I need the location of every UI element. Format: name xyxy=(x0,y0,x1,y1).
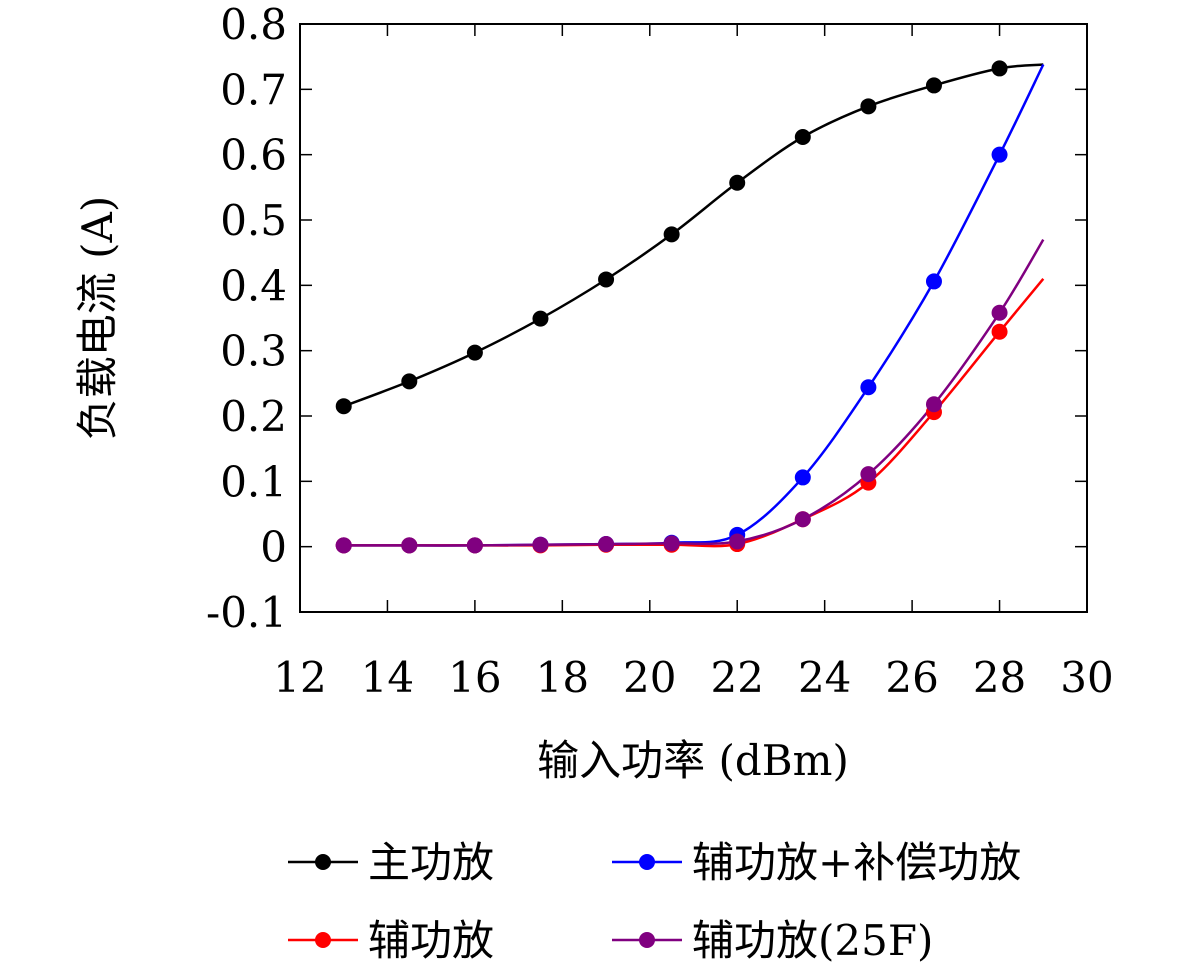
data-point-series-0 xyxy=(532,310,549,327)
data-point-series-0 xyxy=(794,129,811,146)
y-tick-labels: -0.1 0 0.1 0.2 0.3 0.4 0.5 0.6 0.7 0.8 xyxy=(206,0,287,637)
data-point-series-3 xyxy=(401,537,418,554)
x-tick-label: 22 xyxy=(710,653,763,702)
legend-label: 辅功放 xyxy=(368,916,494,965)
data-point-series-3 xyxy=(598,536,615,553)
tick-marks xyxy=(299,23,1088,613)
x-axis-title: 输入功率 (dBm) xyxy=(537,736,849,785)
series-curves xyxy=(343,63,1045,548)
data-point-series-1 xyxy=(794,469,811,486)
x-tick-label: 12 xyxy=(273,653,326,702)
y-tick-label: 0.2 xyxy=(220,392,287,441)
data-point-series-3 xyxy=(991,304,1008,321)
legend-marker xyxy=(639,932,655,948)
data-point-series-3 xyxy=(794,511,811,528)
data-point-series-3 xyxy=(335,537,352,554)
legend-marker xyxy=(639,854,655,870)
x-tick-label: 24 xyxy=(798,653,851,702)
data-point-series-3 xyxy=(532,536,549,553)
y-axis-title: 负载电流 (A) xyxy=(73,196,122,440)
data-point-series-3 xyxy=(925,396,942,413)
x-tick-labels: 12 14 16 18 20 22 24 26 28 30 xyxy=(273,653,1113,702)
data-point-series-0 xyxy=(335,398,352,415)
series-points xyxy=(335,60,1008,554)
y-tick-label: 0.1 xyxy=(220,457,287,506)
y-tick-label: -0.1 xyxy=(206,588,287,637)
x-tick-label: 28 xyxy=(973,653,1026,702)
y-tick-label: 0.7 xyxy=(220,65,287,114)
y-tick-label: 0.3 xyxy=(220,327,287,376)
legend-label: 辅功放(25F) xyxy=(692,916,933,965)
legend-marker xyxy=(315,932,331,948)
data-point-series-0 xyxy=(598,271,615,288)
x-tick-label: 16 xyxy=(448,653,501,702)
legend-marker xyxy=(315,854,331,870)
x-tick-label: 14 xyxy=(361,653,414,702)
data-point-series-3 xyxy=(729,533,746,550)
legend-label: 主功放 xyxy=(368,838,494,887)
data-point-series-1 xyxy=(860,379,877,396)
data-point-series-1 xyxy=(925,273,942,290)
series-line-1 xyxy=(343,63,1045,547)
data-point-series-0 xyxy=(991,60,1008,77)
x-tick-label: 20 xyxy=(623,653,676,702)
data-point-series-0 xyxy=(860,98,877,115)
y-tick-label: 0.8 xyxy=(220,0,287,49)
y-tick-label: 0.4 xyxy=(220,261,287,310)
x-tick-label: 26 xyxy=(885,653,938,702)
plot-frame xyxy=(299,23,1088,613)
data-point-series-0 xyxy=(925,77,942,94)
data-point-series-1 xyxy=(991,146,1008,163)
x-tick-label: 18 xyxy=(536,653,589,702)
data-point-series-0 xyxy=(729,174,746,191)
y-tick-label: 0.6 xyxy=(220,131,287,180)
data-point-series-3 xyxy=(860,466,877,483)
data-point-series-0 xyxy=(401,373,418,390)
data-point-series-2 xyxy=(991,323,1008,340)
data-point-series-0 xyxy=(466,344,483,361)
data-point-series-3 xyxy=(663,535,680,552)
y-tick-label: 0 xyxy=(260,523,287,572)
data-point-series-3 xyxy=(466,537,483,554)
data-point-series-0 xyxy=(663,226,680,243)
y-tick-label: 0.5 xyxy=(220,196,287,245)
series-line-0 xyxy=(343,63,1044,408)
legend-label: 辅功放+补偿功放 xyxy=(692,838,1021,887)
x-tick-label: 30 xyxy=(1060,653,1113,702)
